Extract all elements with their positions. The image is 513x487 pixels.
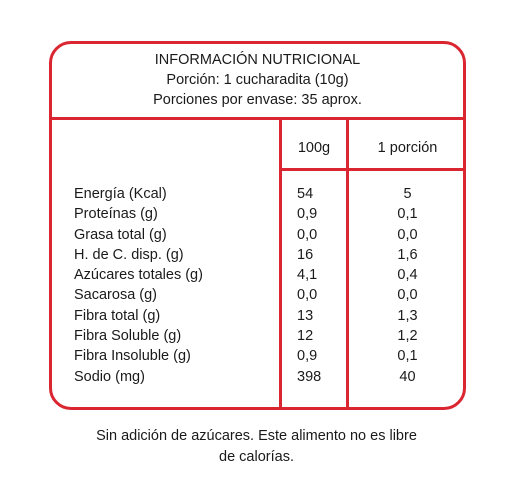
nutrition-table: INFORMACIÓN NUTRICIONAL Porción: 1 cucha… xyxy=(49,41,466,410)
nutrient-label: Fibra Insoluble (g) xyxy=(74,348,191,365)
column-header-100g: 100g xyxy=(297,140,331,156)
value-portion: 0,1 xyxy=(397,348,418,365)
value-100g: 398 xyxy=(297,368,322,385)
table-row: Proteínas (g) 0,9 0,1 xyxy=(52,204,463,224)
table-row: Sacarosa (g) 0,0 0,0 xyxy=(52,285,463,305)
value-portion: 5 xyxy=(403,186,412,202)
nutrient-label: Fibra Soluble (g) xyxy=(74,328,182,345)
table-row: Energía (Kcal) 54 5 xyxy=(52,184,463,204)
portion-size: Porción: 1 cucharadita (10g) xyxy=(166,72,349,88)
column-divider-left xyxy=(279,120,282,407)
value-portion: 0,0 xyxy=(397,226,418,243)
column-divider-right xyxy=(346,120,349,407)
table-row: Fibra Soluble (g) 12 1,2 xyxy=(52,326,463,346)
value-portion: 1,6 xyxy=(397,246,418,263)
value-portion: 0,4 xyxy=(397,267,418,284)
value-100g: 16 xyxy=(297,246,314,263)
value-100g: 0,9 xyxy=(297,206,318,223)
nutrient-label: Azúcares totales (g) xyxy=(74,267,203,284)
nutrient-label: Energía (Kcal) xyxy=(74,186,167,202)
servings-per-package: Porciones por envase: 35 aprox. xyxy=(153,92,362,108)
value-100g: 0,0 xyxy=(297,226,318,243)
table-row: Sodio (mg) 398 40 xyxy=(52,367,463,387)
table-row: H. de C. disp. (g) 16 1,6 xyxy=(52,245,463,265)
value-portion: 40 xyxy=(399,368,416,385)
column-header-divider xyxy=(279,168,463,171)
footer-line-2: de calorías. xyxy=(219,449,294,465)
nutrient-label: H. de C. disp. (g) xyxy=(74,246,184,263)
table-row: Grasa total (g) 0,0 0,0 xyxy=(52,225,463,245)
nutrient-label: Grasa total (g) xyxy=(74,226,167,243)
footer-line-1: Sin adición de azúcares. Este alimento n… xyxy=(96,428,417,444)
nutrient-label: Fibra total (g) xyxy=(74,307,161,324)
value-portion: 1,3 xyxy=(397,307,418,324)
table-title: INFORMACIÓN NUTRICIONAL xyxy=(154,52,361,68)
nutrient-rows: Energía (Kcal) 54 5 Proteínas (g) 0,9 0,… xyxy=(52,184,463,387)
table-row: Fibra Insoluble (g) 0,9 0,1 xyxy=(52,346,463,366)
nutrient-label: Sodio (mg) xyxy=(74,368,145,385)
value-100g: 12 xyxy=(297,328,314,345)
table-row: Azúcares totales (g) 4,1 0,4 xyxy=(52,265,463,285)
value-100g: 54 xyxy=(297,186,314,202)
table-row: Fibra total (g) 13 1,3 xyxy=(52,306,463,326)
nutrient-label: Proteínas (g) xyxy=(74,206,158,223)
value-100g: 0,9 xyxy=(297,348,318,365)
nutrient-label: Sacarosa (g) xyxy=(74,287,158,304)
footer-note: Sin adición de azúcares. Este alimento n… xyxy=(40,426,473,468)
column-header-portion: 1 porción xyxy=(377,140,438,156)
value-100g: 13 xyxy=(297,307,314,324)
value-portion: 0,0 xyxy=(397,287,418,304)
table-header: INFORMACIÓN NUTRICIONAL Porción: 1 cucha… xyxy=(52,44,463,120)
value-100g: 0,0 xyxy=(297,287,318,304)
value-100g: 4,1 xyxy=(297,267,318,284)
value-portion: 1,2 xyxy=(397,328,418,345)
value-portion: 0,1 xyxy=(397,206,418,223)
